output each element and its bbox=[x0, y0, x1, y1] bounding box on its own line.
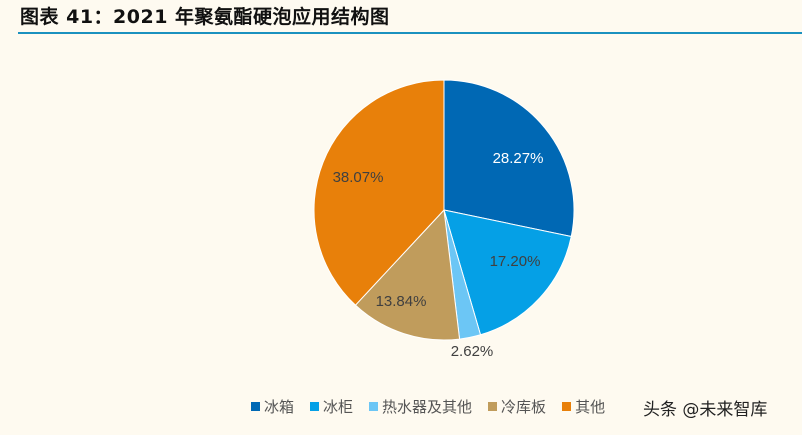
slice-label-0: 28.27% bbox=[493, 150, 544, 167]
slice-label-3: 13.84% bbox=[376, 293, 427, 310]
legend-swatch-icon bbox=[369, 402, 379, 411]
legend-label: 冰柜 bbox=[323, 398, 354, 416]
pie-slice-4 bbox=[313, 79, 445, 306]
legend-item: 其他 bbox=[562, 396, 605, 417]
legend-item: 冰柜 bbox=[310, 396, 353, 417]
legend-item: 冷库板 bbox=[488, 396, 546, 417]
legend-swatch-icon bbox=[251, 402, 260, 411]
watermark: 头条 @未来智库 bbox=[643, 400, 768, 420]
slice-label-2: 2.62% bbox=[451, 343, 494, 360]
legend-item: 冰箱 bbox=[251, 396, 294, 417]
legend-item: 热水器及其他 bbox=[369, 396, 472, 417]
legend-swatch-icon bbox=[488, 402, 498, 411]
pie-slice-3 bbox=[354, 208, 461, 341]
slice-label-4: 38.07% bbox=[333, 169, 384, 186]
pie-slice-0 bbox=[443, 79, 575, 238]
legend-swatch-icon bbox=[562, 402, 572, 411]
legend-label: 冷库板 bbox=[501, 398, 547, 416]
slice-label-1: 17.20% bbox=[490, 253, 541, 270]
legend-label: 其他 bbox=[575, 398, 606, 416]
pie-slice-1 bbox=[443, 209, 572, 336]
title-underline bbox=[18, 32, 802, 34]
legend-swatch-icon bbox=[310, 402, 320, 411]
legend-label: 冰箱 bbox=[264, 398, 295, 416]
legend: 冰箱 冰柜 热水器及其他 冷库板 其他 bbox=[251, 396, 621, 417]
chart-title: 图表 41：2021 年聚氨酯硬泡应用结构图 bbox=[20, 6, 390, 28]
legend-label: 热水器及其他 bbox=[382, 398, 473, 416]
